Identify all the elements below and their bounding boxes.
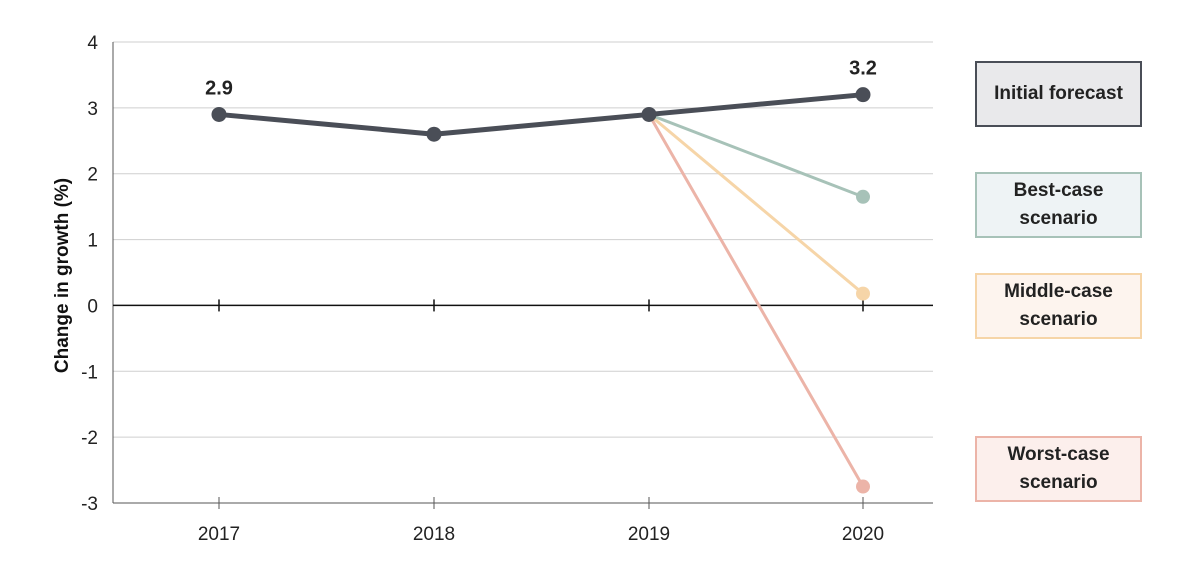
x-tick-label: 2017 (198, 524, 240, 545)
gridlines (113, 41, 933, 504)
y-tick-label: 2 (87, 165, 98, 186)
data-point-initial-forecast (426, 126, 442, 142)
data-label: 2.9 (205, 77, 233, 99)
data-label: 3.2 (849, 58, 877, 80)
series-line-middle-case-scenario (647, 112, 865, 296)
legend-item-middle-case-scenario: Middle-case scenario (975, 273, 1142, 339)
y-tick-label: 4 (87, 33, 98, 54)
x-tick-label: 2019 (628, 524, 670, 545)
y-tick-label: 1 (87, 231, 98, 252)
y-tick-label: -1 (81, 362, 98, 383)
series-line-worst-case-scenario (647, 112, 865, 489)
y-tick-label: 0 (87, 296, 98, 317)
y-axis-title: Change in growth (%) (52, 178, 73, 373)
data-point-best-case-scenario (856, 189, 870, 204)
legend-item-initial-forecast: Initial forecast (975, 61, 1142, 127)
series-line-initial-forecast (216, 92, 866, 137)
series (211, 87, 871, 494)
data-point-initial-forecast (211, 106, 227, 122)
labels: 4 3 2 1 0 -1 -2 -3 2017 2018 2019 2020 Change in gro… (52, 33, 884, 545)
x-tick-label: 2018 (413, 524, 455, 545)
y-tick-label: -2 (81, 428, 98, 449)
y-tick-label: 3 (87, 99, 98, 120)
data-point-worst-case-scenario (856, 479, 870, 494)
legend-item-worst-case-scenario: Worst-case scenario (975, 436, 1142, 502)
axes (112, 42, 933, 509)
series-line-best-case-scenario (647, 112, 865, 199)
data-point-middle-case-scenario (856, 286, 870, 301)
data-point-initial-forecast (855, 87, 871, 103)
legend-item-best-case-scenario: Best-case scenario (975, 172, 1142, 238)
x-tick-label: 2020 (842, 524, 884, 545)
data-point-initial-forecast (641, 106, 657, 122)
y-tick-label: -3 (81, 494, 98, 515)
